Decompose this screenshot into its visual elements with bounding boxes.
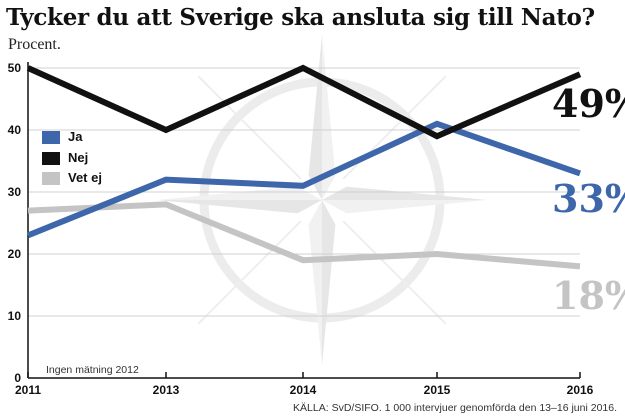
y-tick-label: 10 [8,309,22,323]
legend-swatch [42,172,60,185]
y-tick-label: 30 [8,185,22,199]
grid-lines: 0 10 20 30 40 50 [8,61,580,385]
axes: 2011 2013 2014 2015 2016 [15,62,594,397]
no-measurement-note: Ingen mätning 2012 [46,364,139,376]
chart-title: Tycker du att Sverige ska ansluta sig ti… [6,4,595,31]
y-tick-label: 50 [8,61,22,75]
x-tick-label: 2011 [15,383,41,397]
y-tick-label: 40 [8,123,22,137]
end-label-nej: 49% [552,81,625,126]
legend-label: Ja [68,129,83,144]
series-line-ja [26,120,581,239]
x-tick-label: 2013 [153,383,180,397]
series-lines [26,64,582,270]
series-line-nej [26,64,582,140]
legend-swatch [42,152,60,165]
chart-subtitle: Procent. [8,36,61,53]
legend-label: Vet ej [68,170,102,185]
legend: Ja Nej Vet ej [42,129,102,185]
end-label-ja: 33% [552,176,625,221]
y-tick-label: 0 [14,371,21,385]
legend-swatch [42,131,60,144]
series-line-vet-ej [27,201,581,270]
end-label-vet-ej: 18% [552,273,625,318]
legend-label: Nej [68,150,88,165]
end-labels: 33% 49% 18% [552,81,625,318]
nato-compass-star-icon [157,35,487,365]
x-tick-label: 2014 [290,383,317,397]
x-tick-label: 2015 [424,383,451,397]
y-tick-label: 20 [8,247,22,261]
x-tick-label: 2016 [567,383,594,397]
source-note: KÄLLA: SvD/SIFO. 1 000 intervjuer genomf… [293,402,617,414]
